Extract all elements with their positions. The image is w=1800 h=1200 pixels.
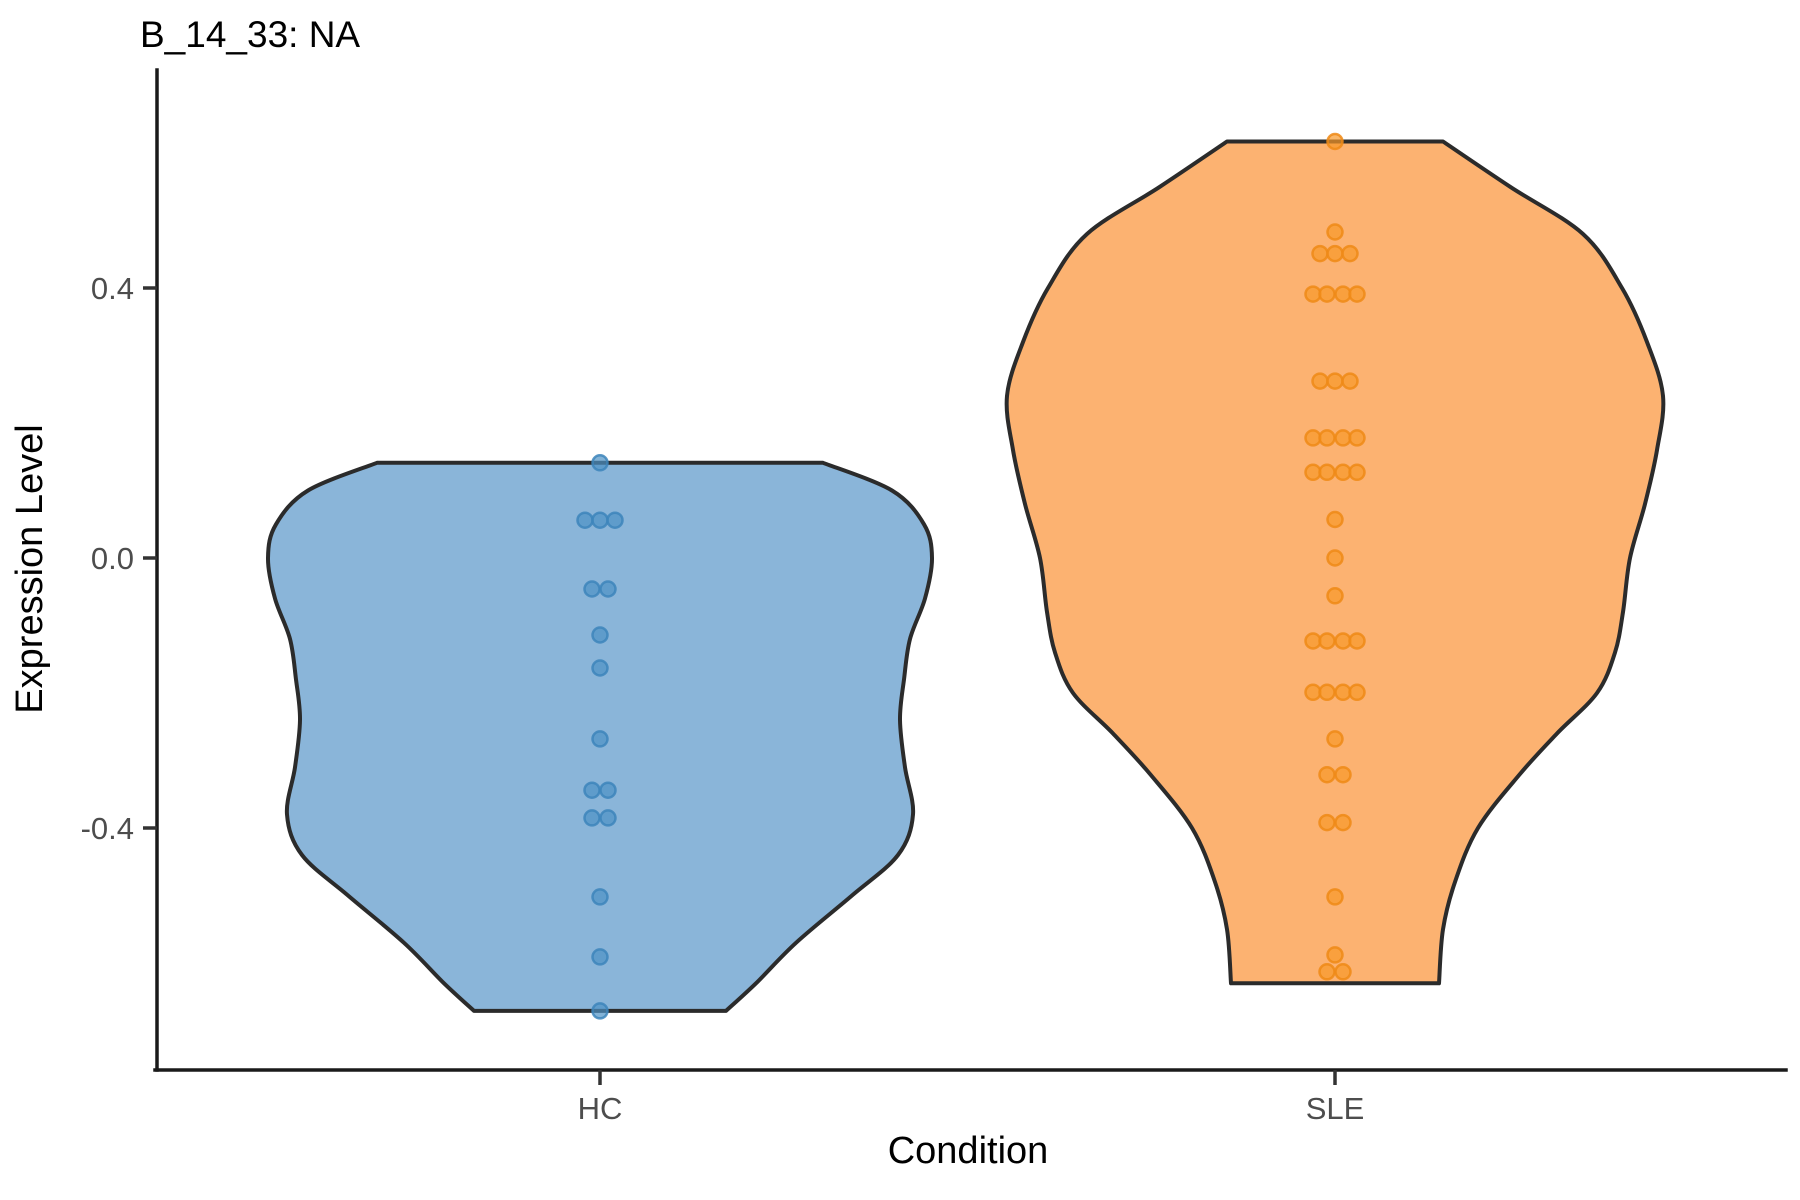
- chart-title: B_14_33: NA: [140, 14, 360, 55]
- data-point-sle: [1318, 683, 1336, 702]
- violin-layer: [265, 132, 1666, 1020]
- jitter-points-sle: [1304, 132, 1366, 981]
- data-point-sle: [1341, 372, 1359, 390]
- data-point-sle: [1326, 946, 1344, 964]
- y-tick-label: -0.4: [81, 811, 134, 846]
- data-point-sle: [1318, 813, 1336, 832]
- data-point-sle: [1326, 372, 1344, 390]
- data-point-sle: [1318, 463, 1336, 482]
- data-point-sle: [1326, 888, 1344, 906]
- data-point-sle: [1326, 510, 1344, 529]
- data-point-sle: [1348, 683, 1366, 702]
- x-tick-label-sle: SLE: [1306, 1091, 1365, 1126]
- data-point-sle: [1326, 549, 1344, 567]
- data-point-sle: [1341, 244, 1359, 263]
- data-point-sle: [1348, 285, 1366, 303]
- x-tick-label-hc: HC: [578, 1091, 623, 1126]
- data-point-sle: [1326, 132, 1344, 151]
- data-point-sle: [1326, 244, 1344, 263]
- data-point-sle: [1348, 632, 1366, 650]
- data-point-hc: [591, 948, 609, 966]
- data-point-hc: [576, 511, 594, 529]
- data-point-hc: [591, 454, 609, 472]
- data-point-sle: [1334, 963, 1352, 981]
- data-point-sle: [1318, 429, 1336, 447]
- data-point-hc: [583, 580, 601, 598]
- data-point-sle: [1348, 429, 1366, 447]
- data-point-sle: [1318, 765, 1336, 784]
- x-axis-title: Condition: [888, 1130, 1049, 1172]
- data-point-sle: [1326, 730, 1344, 748]
- data-point-hc: [591, 1002, 609, 1020]
- data-point-hc: [599, 809, 617, 827]
- data-point-sle: [1326, 223, 1344, 241]
- data-point-hc: [606, 511, 624, 529]
- data-point-sle: [1318, 632, 1336, 650]
- jitter-points-hc: [576, 454, 624, 1020]
- data-point-sle: [1311, 244, 1329, 263]
- data-point-sle: [1334, 765, 1352, 784]
- data-point-sle: [1326, 587, 1344, 605]
- data-point-hc: [591, 659, 609, 677]
- data-point-hc: [599, 781, 617, 799]
- data-point-sle: [1318, 285, 1336, 303]
- data-point-sle: [1334, 813, 1352, 832]
- data-point-hc: [591, 730, 609, 748]
- y-tick-label: 0.0: [91, 541, 134, 576]
- data-point-sle: [1348, 463, 1366, 482]
- data-point-hc: [583, 781, 601, 799]
- data-point-hc: [599, 580, 617, 598]
- data-point-sle: [1311, 372, 1329, 390]
- data-point-sle: [1318, 963, 1336, 981]
- y-tick-label: 0.4: [91, 271, 134, 306]
- data-point-hc: [583, 809, 601, 827]
- data-point-hc: [591, 626, 609, 644]
- data-point-hc: [591, 511, 609, 529]
- data-point-hc: [591, 888, 609, 906]
- y-axis-title: Expression Level: [9, 424, 51, 713]
